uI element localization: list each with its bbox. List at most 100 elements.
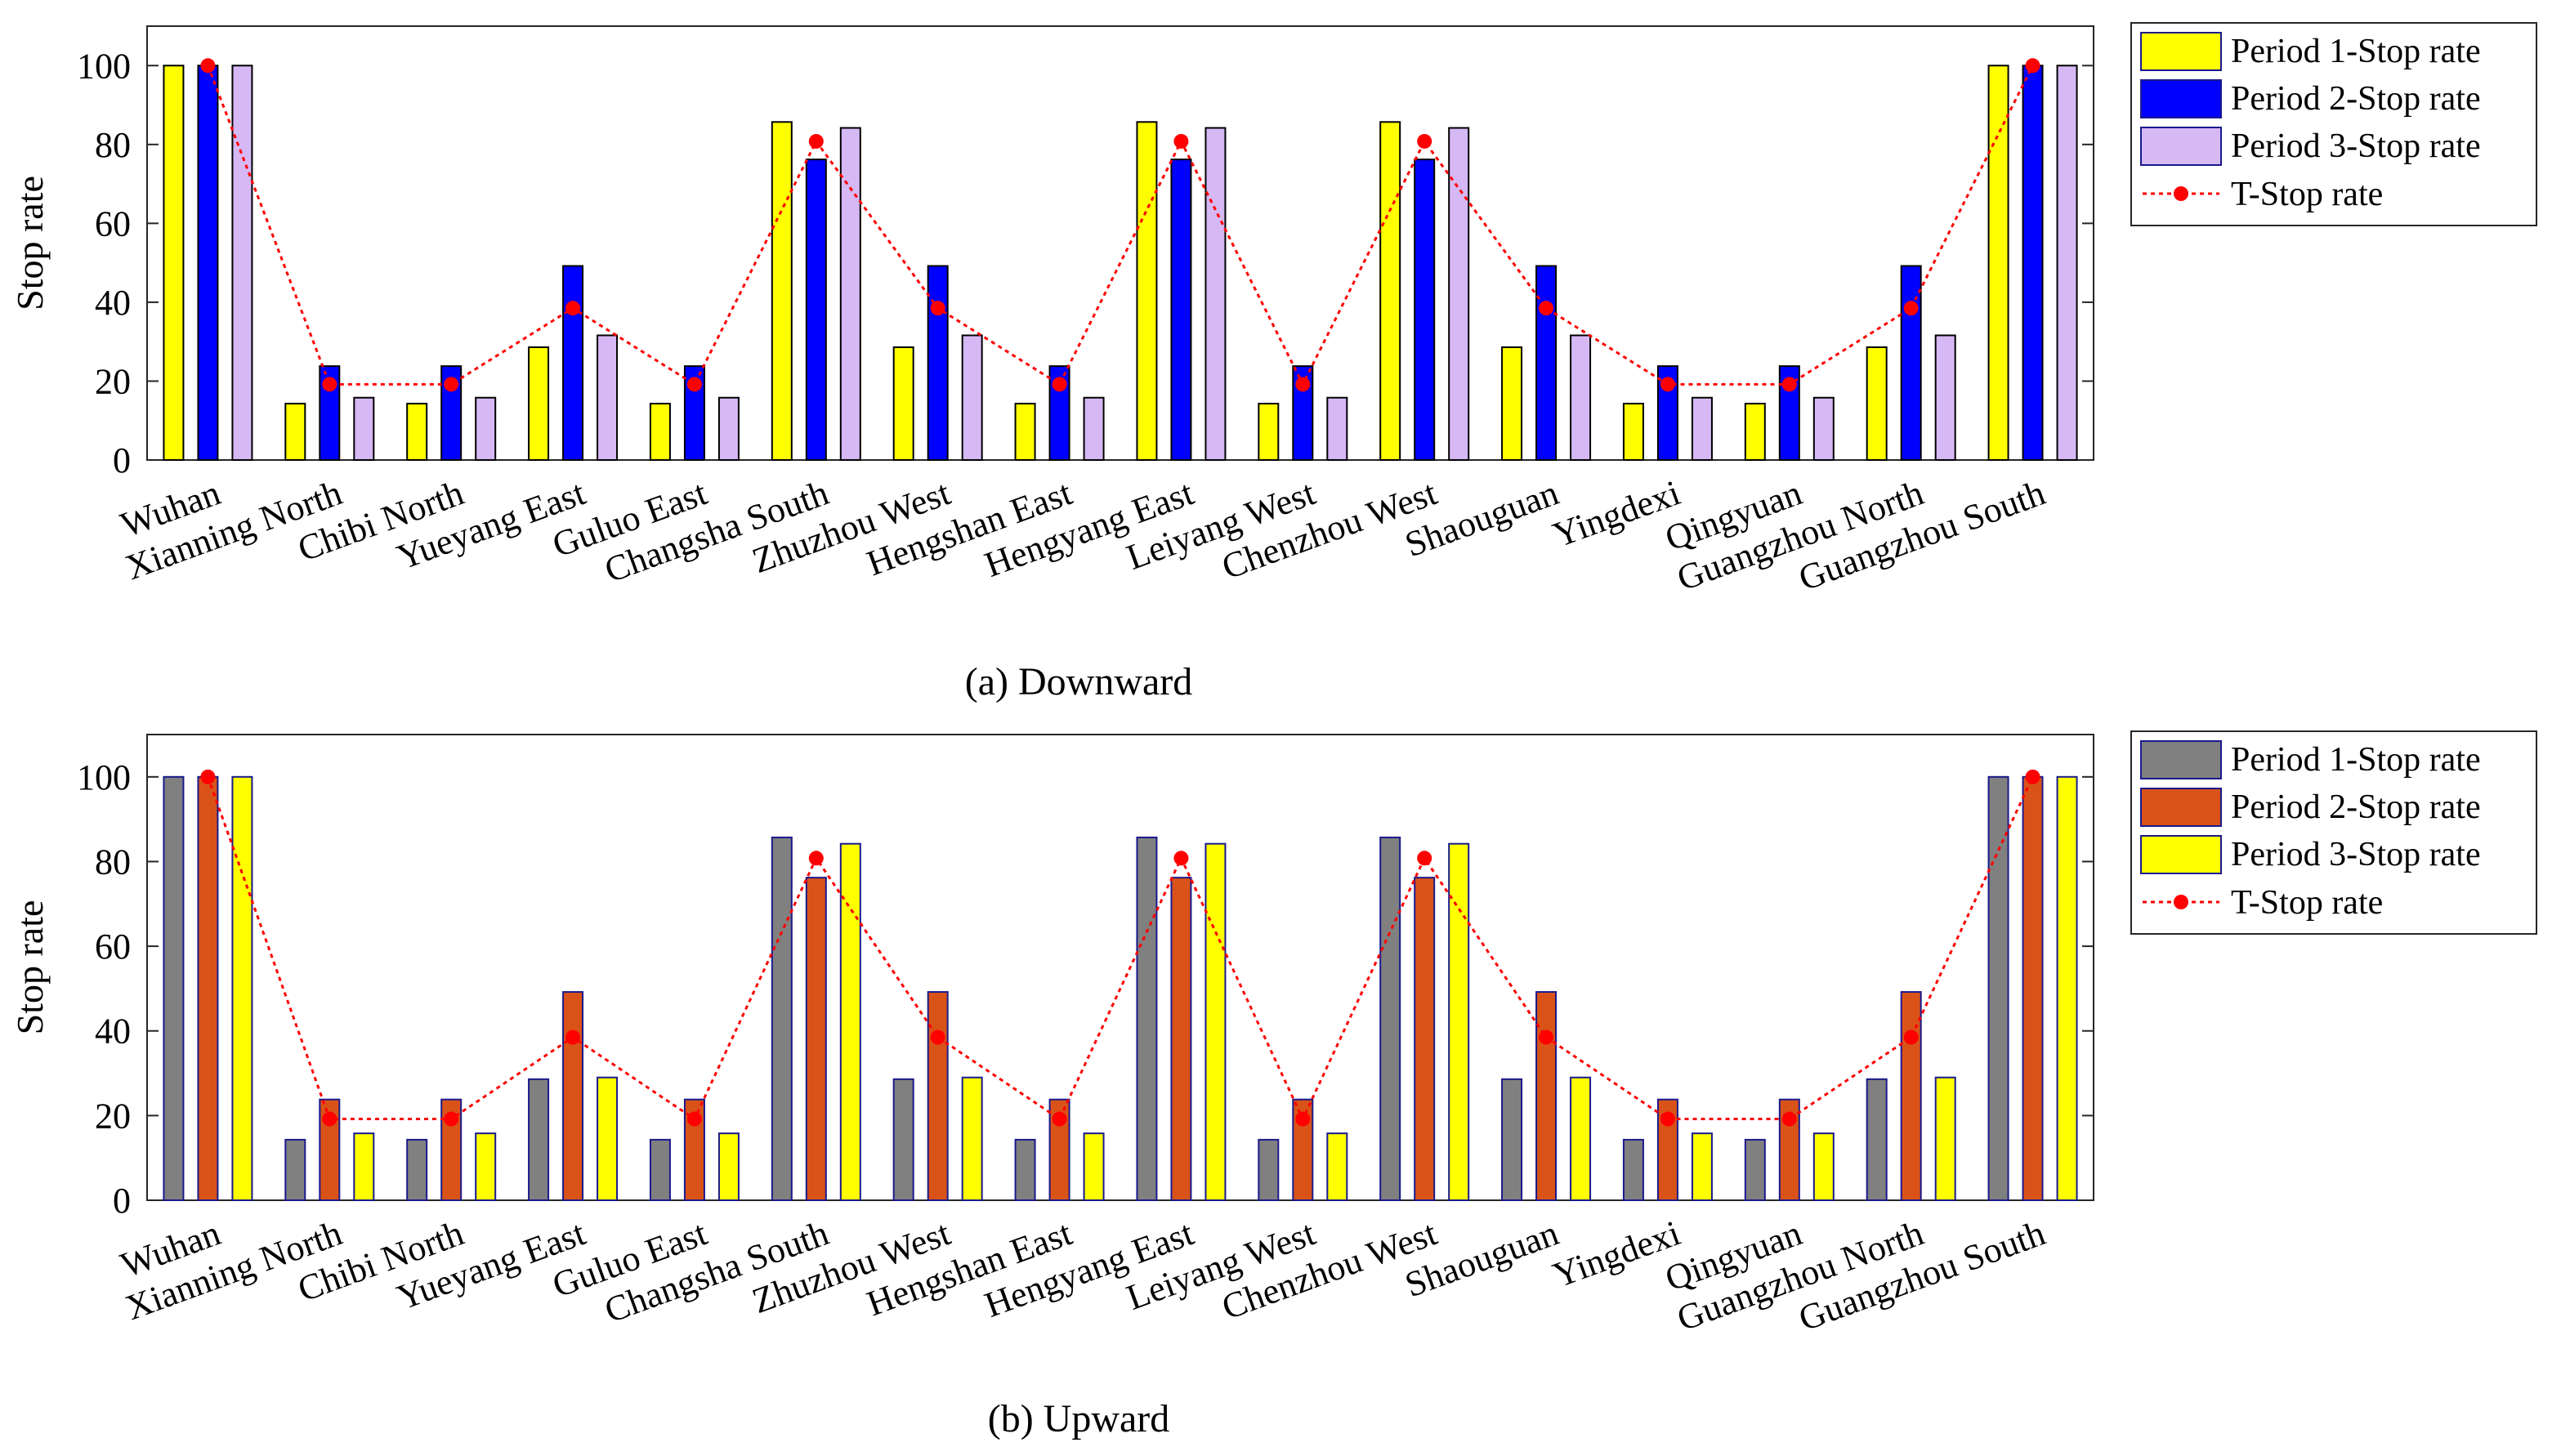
legend-swatch-1 — [2140, 740, 2222, 779]
bar-3 — [717, 396, 740, 462]
bar-1 — [1744, 402, 1766, 461]
bar-2 — [197, 775, 219, 1201]
bar-1 — [1866, 346, 1888, 461]
t-stop-rate-point — [1417, 851, 1432, 866]
y-tick-label: 20 — [95, 361, 131, 401]
bar-3 — [1570, 1076, 1592, 1202]
bar-3 — [475, 396, 497, 462]
bar-3 — [475, 1132, 497, 1202]
legend-label-3: Period 3-Stop rate — [2231, 836, 2481, 873]
t-stop-rate-line — [207, 65, 2034, 387]
t-stop-rate-point — [930, 301, 945, 316]
bar-1 — [1622, 1138, 1644, 1202]
bar-2 — [562, 991, 584, 1202]
bar-2 — [2022, 65, 2044, 461]
y-tick-label: 40 — [95, 1012, 131, 1052]
bar-1 — [406, 1138, 428, 1202]
t-stop-rate-point — [444, 1111, 459, 1127]
t-stop-rate-point — [1660, 377, 1675, 392]
bar-1 — [284, 402, 306, 461]
t-stop-rate-point — [1660, 1111, 1675, 1127]
t-stop-rate-point — [1052, 377, 1067, 392]
bar-3 — [353, 396, 375, 462]
bar-1 — [892, 1078, 914, 1202]
bar-2 — [197, 65, 219, 461]
bar-2 — [1170, 877, 1192, 1202]
bar-1 — [1379, 121, 1401, 461]
t-stop-rate-point — [1539, 301, 1554, 316]
bar-1 — [1014, 1138, 1036, 1202]
bar-2 — [1170, 159, 1192, 462]
y-tick-label: 80 — [95, 842, 131, 882]
bar-2 — [1900, 991, 1922, 1202]
y-tick-label: 0 — [113, 1181, 131, 1221]
bar-3 — [353, 1132, 375, 1202]
bar-3 — [1812, 396, 1835, 462]
y-tick-label: 0 — [113, 440, 131, 480]
t-stop-rate-point — [1173, 133, 1189, 149]
bar-1 — [1622, 402, 1644, 461]
legend-swatch-1 — [2140, 32, 2222, 71]
legend-swatch-2 — [2140, 79, 2222, 118]
bar-2 — [927, 991, 949, 1202]
bar-1 — [1258, 1138, 1280, 1202]
legend-swatch-2 — [2140, 788, 2222, 827]
bar-2 — [1414, 159, 1436, 462]
bar-1 — [528, 1078, 550, 1202]
bar-3 — [1934, 334, 1956, 462]
legend: Period 1-Stop rate Period 2-Stop rate Peri… — [2130, 22, 2537, 226]
bar-1 — [1501, 346, 1523, 461]
bar-1 — [649, 1138, 671, 1202]
bar-3 — [1326, 396, 1348, 462]
x-tick-label: Yingdexi — [1548, 1213, 1685, 1295]
y-tick-label: 100 — [77, 46, 131, 86]
bar-3 — [1204, 842, 1227, 1201]
bar-1 — [1379, 836, 1401, 1202]
t-stop-rate-point — [1539, 1029, 1554, 1045]
bar-1 — [163, 775, 185, 1201]
legend-line-marker — [2174, 186, 2188, 201]
t-stop-rate-point — [1903, 301, 1919, 316]
t-stop-rate-point — [1903, 1029, 1919, 1045]
y-tick-label: 60 — [95, 927, 131, 967]
bar-2 — [1900, 265, 1922, 461]
t-stop-rate-point — [1173, 851, 1189, 866]
bar-2 — [1414, 877, 1436, 1202]
bar-1 — [163, 65, 185, 461]
legend-label-2: Period 2-Stop rate — [2231, 80, 2481, 118]
t-stop-rate-point — [930, 1029, 945, 1045]
legend-label-2: Period 2-Stop rate — [2231, 788, 2481, 826]
y-tick-label: 100 — [77, 757, 131, 797]
bar-3 — [1083, 1132, 1105, 1202]
y-tick-label: 80 — [95, 125, 131, 165]
bar-2 — [1535, 991, 1558, 1202]
bar-3 — [1448, 127, 1470, 461]
t-stop-rate-point — [1781, 1111, 1797, 1127]
legend-label-line: T-Stop rate — [2231, 884, 2383, 922]
bar-3 — [961, 334, 983, 462]
bar-3 — [839, 127, 861, 461]
bar-1 — [1258, 402, 1280, 461]
t-stop-rate-point — [200, 769, 216, 784]
t-stop-rate-point — [322, 1111, 337, 1127]
bar-1 — [1987, 65, 2009, 461]
t-stop-rate-point — [322, 377, 337, 392]
bar-3 — [1691, 1132, 1713, 1202]
t-stop-rate-point — [2025, 769, 2040, 784]
subtitle: (b) Upward — [988, 1397, 1170, 1440]
y-axis-label: Stop rate — [9, 900, 51, 1035]
bar-3 — [1083, 396, 1105, 462]
legend-label-1: Period 1-Stop rate — [2231, 741, 2481, 779]
t-stop-rate-point — [808, 851, 824, 866]
bar-3 — [1570, 334, 1592, 462]
bar-3 — [1326, 1132, 1348, 1202]
t-stop-rate-point — [2025, 58, 2040, 74]
bar-3 — [839, 842, 861, 1201]
plot-area — [146, 25, 2094, 461]
x-tick-label: Yingdexi — [1548, 472, 1685, 555]
legend: Period 1-Stop rate Period 2-Stop rate Peri… — [2130, 730, 2537, 935]
bar-1 — [771, 121, 793, 461]
